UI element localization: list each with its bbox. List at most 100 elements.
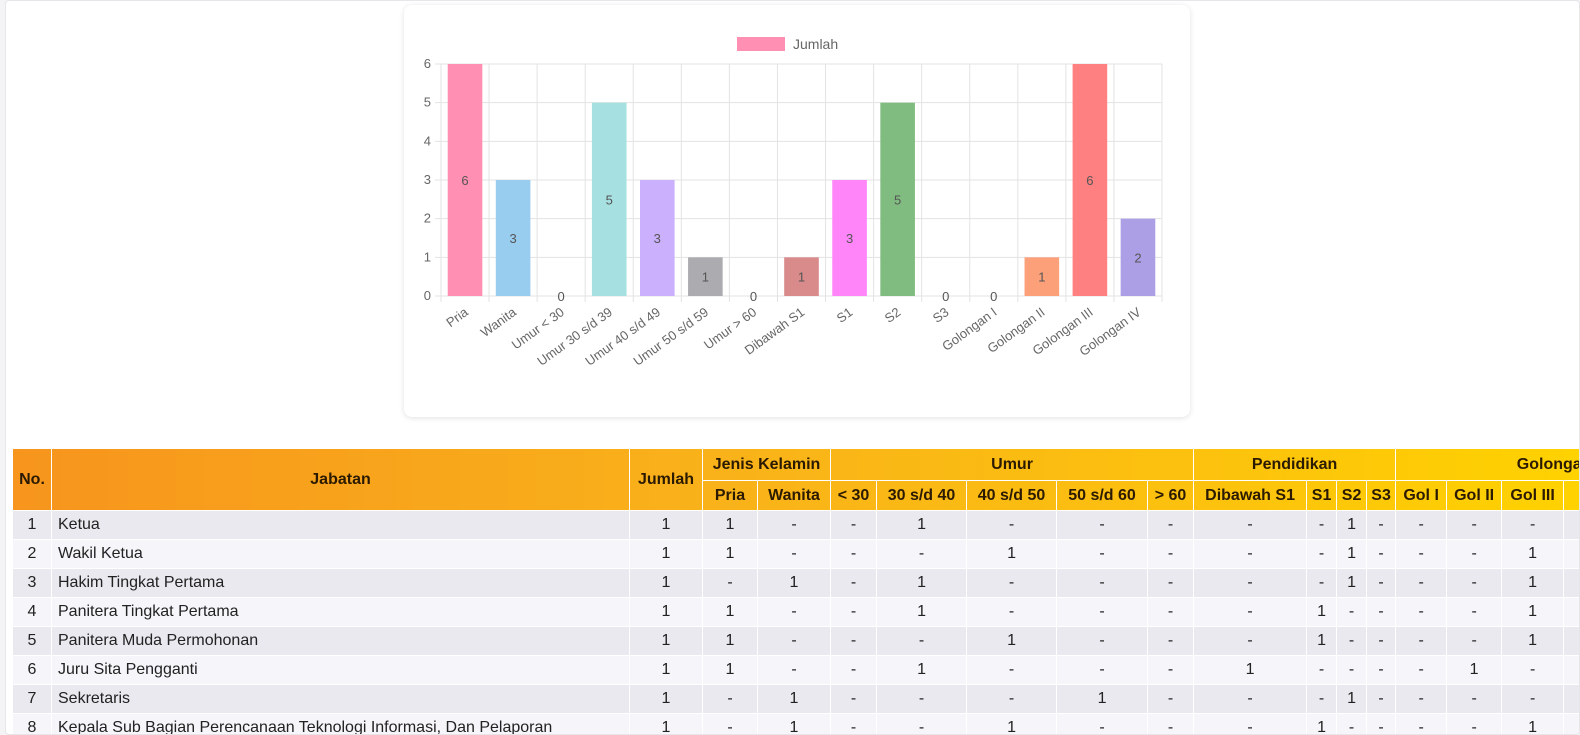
bar — [1072, 64, 1108, 296]
value-cell: - — [1193, 568, 1308, 598]
value-cell: - — [1366, 684, 1397, 714]
subheader-cell: 30 s/d 40 — [876, 480, 968, 511]
y-tick-label: 5 — [424, 95, 431, 110]
x-tick-label: Pria — [443, 304, 471, 330]
value-cell: - — [830, 510, 878, 540]
value-cell: 1 — [1336, 510, 1368, 540]
value-cell: - — [1306, 510, 1338, 540]
value-cell: - — [1366, 510, 1397, 540]
bar-value-label: 0 — [558, 289, 565, 304]
header-jabatan: Jabatan — [51, 448, 630, 511]
value-cell: - — [1336, 597, 1368, 627]
value-cell: 1 — [1501, 539, 1565, 569]
value-cell: - — [1306, 539, 1338, 569]
value-cell: - — [1056, 713, 1149, 734]
value-cell: - — [1306, 655, 1338, 685]
row-number-cell: 4 — [12, 597, 52, 627]
value-cell: 1 — [1501, 568, 1565, 598]
value-cell — [1563, 597, 1579, 627]
bar — [639, 180, 675, 296]
value-cell: - — [876, 539, 968, 569]
subheader-cell: Gol IV — [1563, 480, 1579, 511]
value-cell: - — [1056, 626, 1149, 656]
jumlah-cell: 1 — [629, 713, 703, 734]
bar — [784, 257, 819, 296]
value-cell: - — [1366, 568, 1397, 598]
header-jumlah: Jumlah — [629, 448, 703, 511]
jabatan-cell: Sekretaris — [51, 684, 630, 714]
value-cell: - — [966, 684, 1058, 714]
value-cell: - — [756, 655, 832, 685]
value-cell: - — [830, 597, 878, 627]
subheader-cell: Dibawah S1 — [1193, 480, 1308, 511]
bar-value-label: 0 — [750, 289, 757, 304]
value-cell — [1563, 568, 1579, 598]
value-cell: - — [1147, 597, 1195, 627]
value-cell — [1563, 684, 1579, 714]
subheader-cell: Wanita — [756, 480, 832, 511]
value-cell: - — [1395, 713, 1448, 734]
value-cell: 1 — [1501, 626, 1565, 656]
value-cell: - — [1501, 655, 1565, 685]
subheader-cell: Pria — [702, 480, 758, 511]
y-tick-label: 4 — [424, 133, 431, 148]
value-cell: - — [1056, 510, 1149, 540]
value-cell: 1 — [876, 655, 968, 685]
value-cell: - — [1395, 510, 1448, 540]
jumlah-cell: 1 — [629, 568, 703, 598]
subheader-cell: S1 — [1306, 480, 1338, 511]
value-cell: - — [1056, 655, 1149, 685]
subheader-cell: > 60 — [1147, 480, 1195, 511]
bar — [1024, 257, 1060, 296]
value-cell: 1 — [1336, 568, 1368, 598]
value-cell: - — [1147, 510, 1195, 540]
bar-value-label: 1 — [798, 270, 805, 285]
bar — [591, 102, 627, 297]
value-cell: - — [1395, 684, 1448, 714]
y-tick-label: 0 — [424, 288, 431, 303]
value-cell — [1563, 713, 1579, 734]
subheader-cell: Gol I — [1395, 480, 1448, 511]
value-cell: - — [1366, 655, 1397, 685]
value-cell: - — [1147, 684, 1195, 714]
value-cell: 1 — [1193, 655, 1308, 685]
value-cell: - — [830, 655, 878, 685]
jabatan-cell: Panitera Tingkat Pertama — [51, 597, 630, 627]
jabatan-cell: Kepala Sub Bagian Perencanaan Teknologi … — [51, 713, 630, 734]
value-cell: - — [756, 539, 832, 569]
value-cell: - — [1366, 597, 1397, 627]
value-cell: - — [1395, 568, 1448, 598]
page-container: 0 1 2 3 4 5 6 6 Pria 3 Wanita 0 Umur < 30 5 Umur 30 s/… — [5, 0, 1580, 735]
value-cell: - — [966, 510, 1058, 540]
value-cell: 1 — [1306, 626, 1338, 656]
value-cell: - — [876, 626, 968, 656]
value-cell: - — [756, 626, 832, 656]
bar — [832, 180, 867, 296]
jabatan-cell: Hakim Tingkat Pertama — [51, 568, 630, 598]
value-cell: - — [756, 510, 832, 540]
chart-card: 0 1 2 3 4 5 6 6 Pria 3 Wanita 0 Umur < 30 5 Umur 30 s/… — [404, 5, 1190, 417]
value-cell: 1 — [702, 626, 758, 656]
jumlah-cell: 1 — [629, 510, 703, 540]
x-tick-label: S3 — [930, 304, 952, 325]
subheader-cell: < 30 — [830, 480, 878, 511]
value-cell: - — [1193, 539, 1308, 569]
table-row: 3 Hakim Tingkat Pertama 1-1-1- - - - -1- - -1 — [12, 568, 1579, 598]
header-group-jenis-kelamin: Jenis Kelamin — [701, 448, 832, 481]
table-row: 5 Panitera Muda Permohonan 1 1- - -1- - -1- - - -1 — [12, 626, 1579, 656]
table-row: 4 Panitera Tingkat Pertama 1 1- -1- - - -1- - - -1 — [12, 597, 1579, 627]
value-cell: - — [702, 713, 758, 734]
table-row: 7 Sekretaris 1-1- - -1- - -1- - - - — [12, 684, 1579, 714]
value-cell: - — [966, 568, 1058, 598]
value-cell: - — [1306, 568, 1338, 598]
x-tick-label: S1 — [834, 304, 856, 325]
subheader-cell: 40 s/d 50 — [966, 480, 1058, 511]
value-cell: - — [1446, 626, 1503, 656]
value-cell: - — [1446, 568, 1503, 598]
y-tick-label: 3 — [424, 172, 431, 187]
row-number-cell: 7 — [12, 684, 52, 714]
value-cell: 1 — [1056, 684, 1149, 714]
jabatan-cell: Wakil Ketua — [51, 539, 630, 569]
value-cell — [1563, 655, 1579, 685]
